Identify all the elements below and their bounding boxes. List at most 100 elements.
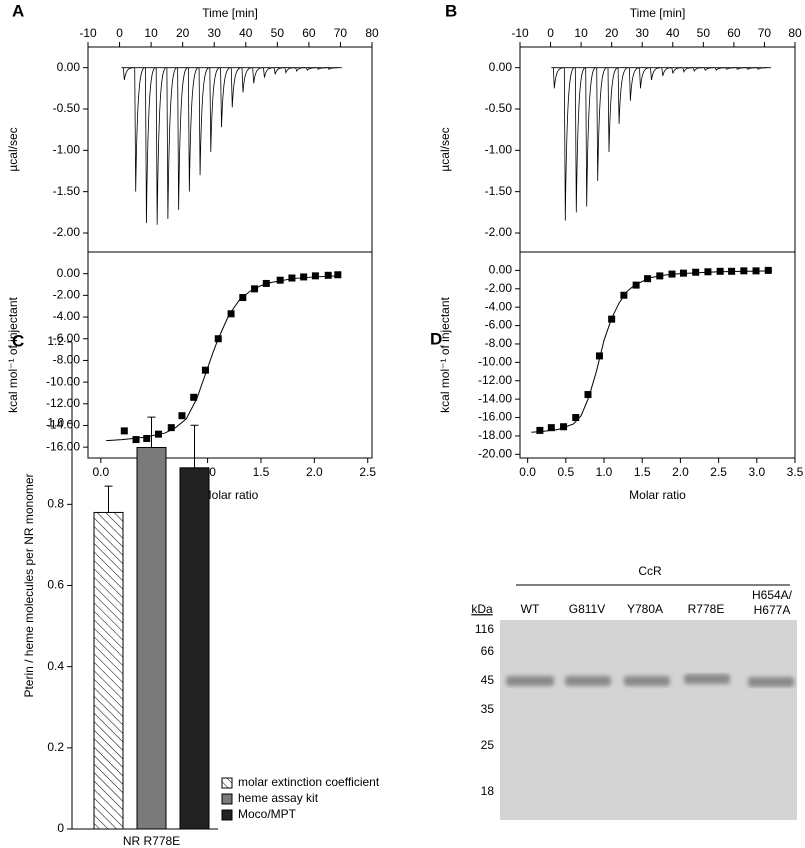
data-point [262,279,270,287]
y-axis-label: µcal/sec [438,127,452,171]
x-tick-label: 40 [666,26,680,40]
y-tick-label: -1.00 [53,142,81,156]
y-tick-label: 0.00 [57,60,81,74]
frame [519,46,796,253]
marker-label: 116 [475,622,494,636]
y-tick-label: 0 [57,821,64,835]
legend-swatch [221,793,233,805]
x-tick-label: 30 [636,26,650,40]
injection-peak [585,67,596,207]
legend-swatch [221,777,233,789]
x-tick-label: 1.0 [596,465,613,479]
injection-peak [284,67,295,75]
y-tick-label: -12.00 [46,396,80,410]
y-tick-label: -4.00 [485,299,513,313]
x-tick-label: 70 [758,26,772,40]
data-point [132,436,140,444]
injection-peak [703,67,715,71]
panel-letter: A [12,1,24,20]
lane-label: R778E [688,602,725,616]
injection-peak [661,67,672,77]
y-tick-label: -20.00 [478,446,512,460]
gel-group: CcR [638,564,662,578]
x-tick-label: 3.0 [748,465,765,479]
data-point [227,310,235,318]
y-tick-label: 0.8 [47,497,64,511]
y-tick-label: -4.00 [53,309,81,323]
fit-line [106,275,338,442]
data-point [584,391,592,399]
y-tick-label: -2.00 [485,281,513,295]
x-tick-label: 20 [605,26,619,40]
y-tick-label: -18.00 [478,428,512,442]
x-tick-label: 10 [144,26,158,40]
bar [93,511,124,830]
lane-label: Y780A [627,602,663,616]
lane-label: WT [521,602,540,616]
y-tick-label: -6.00 [485,318,513,332]
injection-peak [122,67,134,81]
band [684,674,730,684]
data-point [547,424,555,432]
y-tick-label: -2.00 [485,225,513,239]
x-axis-label: Time [min] [202,6,258,20]
y-tick-label: -16.00 [478,410,512,424]
y-tick-label: -6.00 [53,331,81,345]
injection-peak [725,67,736,70]
injection-peak [305,67,317,71]
x-tick-label: 1.5 [634,465,651,479]
injection-peak [714,67,726,71]
error-bar [147,416,156,448]
injection-peak [187,67,199,192]
y-axis-label: kcal mol⁻¹ of injectant [6,296,20,412]
data-point [764,266,772,274]
y-tick-label: -8.00 [53,353,81,367]
y-tick-label: -1.00 [485,142,513,156]
injection-peak [252,67,263,84]
band [624,676,670,686]
error-bar [104,485,113,513]
data-point [324,271,332,279]
injection-peak [607,67,619,152]
legend-label: heme assay kit [238,791,319,805]
gel-panel: D CcR WT G811V Y780A R778E H654A/ H677A … [430,329,797,820]
marker-label: 25 [481,738,495,752]
data-point [143,434,151,442]
data-point [560,423,568,431]
frame [87,46,373,253]
lane-label: G811V [569,602,605,616]
data-point [704,268,712,276]
y-tick-label: 0.00 [489,263,513,277]
y-tick-label: 0.6 [47,578,64,592]
y-axis-label: kcal mol⁻¹ of injectant [438,296,452,412]
y-tick-label: -12.00 [478,373,512,387]
bar [179,467,210,830]
injection-peak [145,67,156,224]
x-tick-label: 3.5 [787,465,804,479]
lane-label: H654A/ [752,588,793,602]
y-tick-label: 0.4 [47,659,64,673]
y-tick-label: -10.00 [46,374,80,388]
y-tick-label: 0.2 [47,740,64,754]
bar [136,447,167,830]
data-point [334,271,342,279]
panel-letter: B [445,1,457,20]
data-point [632,281,640,289]
x-tick-label: 70 [334,26,348,40]
y-tick-label: -14.00 [478,391,512,405]
x-tick-label: 0.5 [557,465,574,479]
data-point [120,427,128,435]
x-tick-label: 2.0 [306,465,323,479]
y-tick-label: 0.00 [57,266,81,280]
fit-line [531,270,773,433]
x-tick-label: 0 [547,26,554,40]
injection-peak [563,67,575,221]
data-point [178,412,186,420]
x-tick-label: 40 [239,26,253,40]
injection-peak [220,67,231,128]
marker-label: 45 [481,673,495,687]
injection-peak [735,67,747,70]
y-tick-label: -0.50 [485,101,513,115]
x-tick-label: 0.0 [92,465,109,479]
gel-image [500,620,797,820]
